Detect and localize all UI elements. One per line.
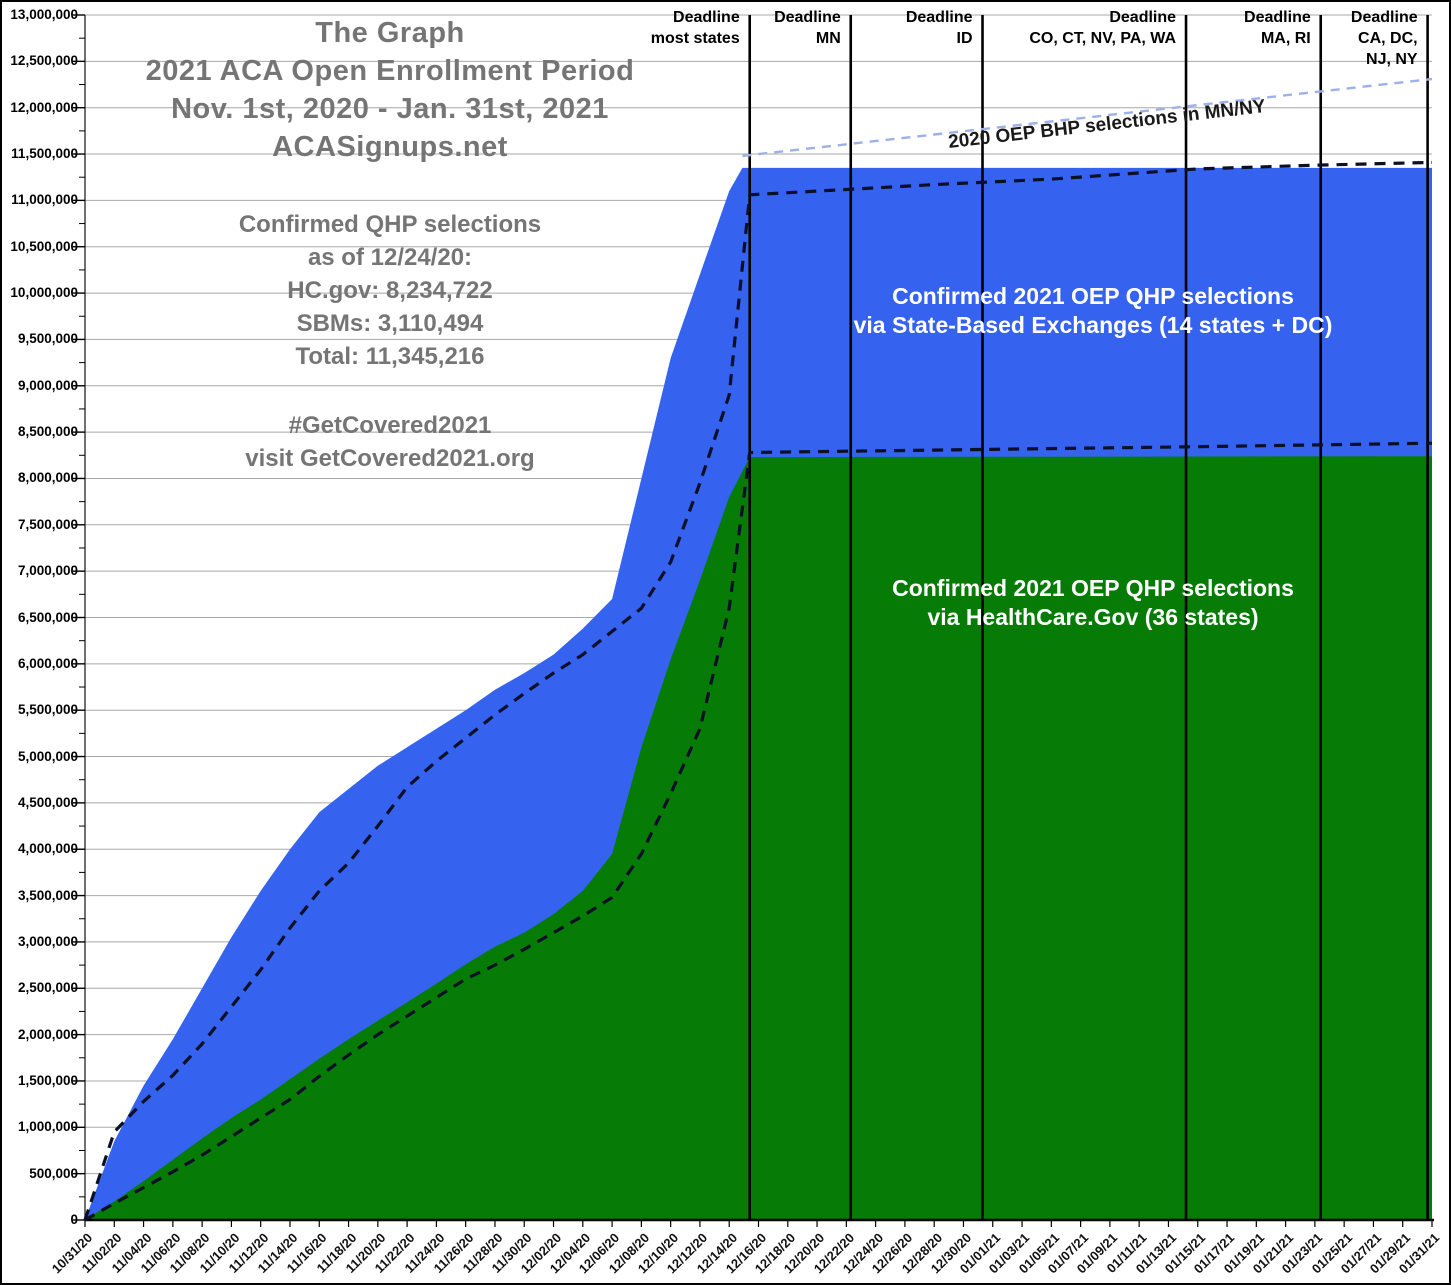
y-axis-tick-label: 8,000,000 <box>17 470 78 486</box>
deadline-label-line: Deadline <box>673 9 740 26</box>
deadline-label-line: Deadline <box>774 9 841 26</box>
confirmed-stats-block: Confirmed QHP selections as of 12/24/20:… <box>90 208 690 373</box>
stats-sbm: SBMs: 3,110,494 <box>296 310 484 337</box>
deadline-label-line: ID <box>956 30 973 47</box>
stats-asof: as of 12/24/20: <box>307 244 473 271</box>
promo-hashtag: #GetCovered2021 <box>288 412 492 439</box>
bhp-dashed-line <box>742 77 1433 158</box>
y-axis-tick-label: 9,000,000 <box>17 377 78 393</box>
y-axis-tick-label: 0 <box>70 1212 78 1227</box>
y-axis-tick-label: 500,000 <box>29 1165 78 1181</box>
promo-url: visit GetCovered2021.org <box>245 445 535 472</box>
getcovered-promo-block: #GetCovered2021 visit GetCovered2021.org <box>90 409 690 475</box>
deadline-label-line: Deadline <box>1244 9 1311 26</box>
stats-heading: Confirmed QHP selections <box>238 211 542 238</box>
deadline-label-line: CO, CT, NV, PA, WA <box>1029 30 1177 47</box>
y-axis-tick-label: 5,000,000 <box>17 748 78 764</box>
y-axis-tick-label: 3,000,000 <box>17 933 78 949</box>
deadline-label: Deadline MA, RI <box>1244 7 1311 49</box>
deadline-label-line: MA, RI <box>1260 30 1311 47</box>
y-axis-tick-label: 8,500,000 <box>17 424 78 440</box>
y-axis-tick-label: 5,500,000 <box>17 702 78 718</box>
deadline-label: Deadline ID <box>906 7 973 49</box>
chart-title-line: The Graph <box>315 17 465 49</box>
stats-hcgov: HC.gov: 8,234,722 <box>287 277 493 304</box>
y-axis-tick-label: 1,000,000 <box>17 1119 78 1135</box>
chart-title-line: 2021 ACA Open Enrollment Period <box>145 55 635 87</box>
deadline-label-line: most states <box>650 30 740 47</box>
deadline-label: Deadline most states <box>651 7 740 49</box>
y-axis-tick-label: 12,000,000 <box>10 99 78 115</box>
y-axis-tick-label: 13,000,000 <box>10 7 78 22</box>
deadline-label: Deadline MN <box>774 7 841 49</box>
y-axis-tick-label: 6,000,000 <box>17 655 78 671</box>
y-axis-tick-label: 6,500,000 <box>17 609 78 625</box>
y-axis-tick-label: 10,000,000 <box>10 285 78 301</box>
y-axis-tick-label: 3,500,000 <box>17 887 78 903</box>
y-axis-tick-label: 11,000,000 <box>11 192 78 208</box>
chart-title-line: Nov. 1st, 2020 - Jan. 31st, 2021 <box>171 93 609 125</box>
deadline-label: Deadline CO, CT, NV, PA, WA <box>1029 7 1176 49</box>
y-axis-tick-label: 9,500,000 <box>17 331 78 347</box>
hcgov-area <box>85 456 1432 1220</box>
y-axis-tick-label: 2,000,000 <box>17 1026 78 1042</box>
sbm-area-label: Confirmed 2021 OEP QHP selections via St… <box>853 283 1333 338</box>
deadline-label-line: NJ, NY <box>1366 51 1418 68</box>
deadline-label-line: MN <box>815 30 841 47</box>
y-axis-tick-label: 4,500,000 <box>17 794 78 810</box>
y-axis-tick-label: 11,500,000 <box>11 146 78 162</box>
deadline-label-line: CA, DC, <box>1358 30 1418 47</box>
deadline-label-line: Deadline <box>1350 9 1418 26</box>
deadline-label: Deadline CA, DC, NJ, NY <box>1351 7 1418 70</box>
deadline-label-line: Deadline <box>905 9 973 26</box>
y-axis-tick-label: 10,500,000 <box>10 238 78 254</box>
chart-title-line: ACASignups.net <box>272 131 508 163</box>
y-axis-tick-label: 7,500,000 <box>17 516 78 532</box>
dashed-2020-total-line <box>83 160 1433 1221</box>
y-axis-tick-label: 12,500,000 <box>10 53 78 69</box>
stats-total: Total: 11,345,216 <box>295 343 485 370</box>
chart-title-block: The Graph 2021 ACA Open Enrollment Perio… <box>90 14 690 166</box>
hcgov-area-label: Confirmed 2021 OEP QHP selections via He… <box>892 575 1294 630</box>
y-axis-tick-label: 7,000,000 <box>17 563 78 579</box>
y-axis-tick-label: 2,500,000 <box>17 980 78 996</box>
y-axis-tick-label: 1,500,000 <box>17 1072 78 1088</box>
deadline-label-line: Deadline <box>1109 9 1177 26</box>
y-axis-tick-label: 4,000,000 <box>17 841 78 857</box>
